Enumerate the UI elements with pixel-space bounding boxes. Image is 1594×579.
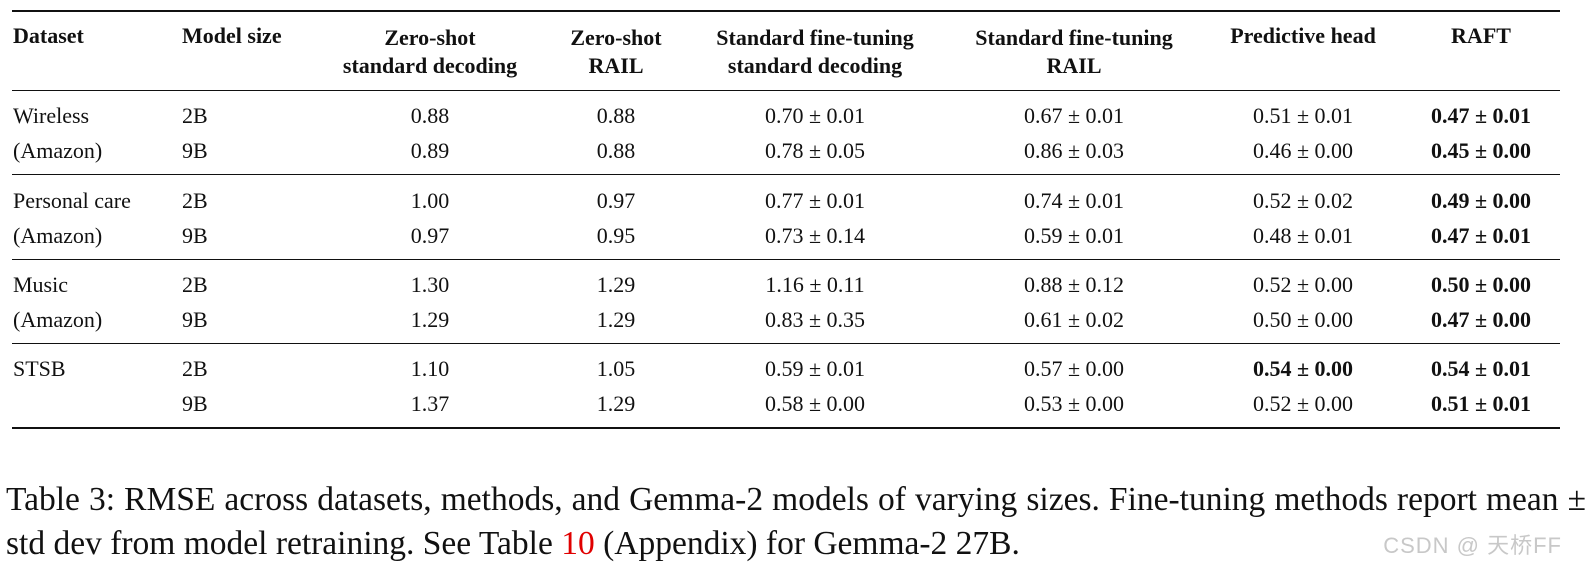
cell-zs-std: 0.89 bbox=[410, 138, 450, 163]
cell-ft-std: 0.73 ± 0.14 bbox=[764, 223, 866, 248]
table-caption: Table 3: RMSE across datasets, methods, … bbox=[6, 478, 1586, 566]
cell-size: 9B bbox=[182, 138, 208, 163]
cell-pred: 0.46 ± 0.00 bbox=[1252, 138, 1354, 163]
cell-size: 9B bbox=[182, 391, 208, 416]
header-line: RAIL bbox=[1046, 53, 1102, 78]
cell-zs-std: 0.97 bbox=[410, 223, 450, 248]
cell-ft-std: 0.59 ± 0.01 bbox=[764, 356, 866, 381]
cell-dataset: STSB bbox=[13, 356, 66, 381]
cell-size: 2B bbox=[182, 272, 208, 297]
cell-pred: 0.48 ± 0.01 bbox=[1252, 223, 1354, 248]
cell-raft: 0.50 ± 0.00 bbox=[1430, 272, 1532, 297]
cell-zs-std: 1.10 bbox=[410, 356, 450, 381]
header-line: standard decoding bbox=[342, 53, 518, 78]
header-line: Zero-shot bbox=[384, 25, 476, 50]
cell-ft-std: 1.16 ± 0.11 bbox=[765, 272, 865, 297]
header-line: RAIL bbox=[588, 53, 644, 78]
cell-ft-rail: 0.86 ± 0.03 bbox=[1023, 138, 1125, 163]
cell-ft-rail: 0.74 ± 0.01 bbox=[1023, 188, 1125, 213]
cell-size: 2B bbox=[182, 103, 208, 128]
header-line: Zero-shot bbox=[570, 25, 662, 50]
header-line: Predictive head bbox=[1230, 23, 1376, 48]
cell-size: 9B bbox=[182, 223, 208, 248]
header-model-size: Model size bbox=[182, 22, 302, 50]
cell-zs-rail: 1.29 bbox=[596, 307, 636, 332]
cell-zs-std: 1.00 bbox=[410, 188, 450, 213]
header-line: Dataset bbox=[13, 23, 84, 48]
cell-ft-rail: 0.53 ± 0.00 bbox=[1023, 391, 1125, 416]
cell-raft: 0.45 ± 0.00 bbox=[1430, 138, 1532, 163]
cell-raft: 0.47 ± 0.01 bbox=[1430, 103, 1532, 128]
cell-dataset: (Amazon) bbox=[13, 138, 103, 163]
header-dataset: Dataset bbox=[13, 22, 173, 50]
cell-zs-rail: 0.97 bbox=[596, 188, 636, 213]
table-reference-link[interactable]: 10 bbox=[561, 525, 595, 562]
header-line: Standard fine-tuning bbox=[716, 25, 914, 50]
header-rule bbox=[12, 90, 1560, 91]
cell-pred: 0.52 ± 0.02 bbox=[1252, 188, 1354, 213]
cell-raft: 0.47 ± 0.00 bbox=[1430, 307, 1532, 332]
cell-ft-std: 0.77 ± 0.01 bbox=[764, 188, 866, 213]
cell-size: 9B bbox=[182, 307, 208, 332]
header-zero-shot-standard: Zero-shot standard decoding bbox=[326, 24, 534, 80]
cell-ft-std: 0.70 ± 0.01 bbox=[764, 103, 866, 128]
cell-ft-std: 0.78 ± 0.05 bbox=[764, 138, 866, 163]
watermark: CSDN @ 天桥FF bbox=[1383, 533, 1562, 558]
cell-dataset: Music bbox=[13, 272, 68, 297]
cell-zs-rail: 0.88 bbox=[596, 103, 636, 128]
cell-pred: 0.51 ± 0.01 bbox=[1252, 103, 1354, 128]
cell-ft-std: 0.83 ± 0.35 bbox=[764, 307, 866, 332]
cell-zs-std: 1.30 bbox=[410, 272, 450, 297]
table-bottom-rule bbox=[12, 427, 1560, 429]
cell-zs-std: 1.29 bbox=[410, 307, 450, 332]
cell-raft: 0.54 ± 0.01 bbox=[1430, 356, 1532, 381]
header-raft: RAFT bbox=[1406, 22, 1556, 50]
cell-dataset: Wireless bbox=[13, 103, 90, 128]
caption-text: Table 3: RMSE across datasets, methods, … bbox=[6, 481, 1586, 562]
cell-ft-rail: 0.57 ± 0.00 bbox=[1023, 356, 1125, 381]
cell-zs-rail: 0.88 bbox=[596, 138, 636, 163]
cell-pred: 0.52 ± 0.00 bbox=[1252, 272, 1354, 297]
cell-pred: 0.50 ± 0.00 bbox=[1252, 307, 1354, 332]
cell-dataset: (Amazon) bbox=[13, 307, 103, 332]
cell-ft-rail: 0.88 ± 0.12 bbox=[1023, 272, 1125, 297]
cell-pred: 0.52 ± 0.00 bbox=[1252, 391, 1354, 416]
header-line: Standard fine-tuning bbox=[975, 25, 1173, 50]
cell-size: 2B bbox=[182, 356, 208, 381]
header-ft-standard: Standard fine-tuning standard decoding bbox=[696, 24, 934, 80]
cell-ft-rail: 0.67 ± 0.01 bbox=[1023, 103, 1125, 128]
cell-zs-std: 1.37 bbox=[410, 391, 450, 416]
cell-zs-std: 0.88 bbox=[410, 103, 450, 128]
header-line: Model size bbox=[182, 23, 282, 48]
header-predictive-head: Predictive head bbox=[1210, 22, 1396, 50]
cell-size: 2B bbox=[182, 188, 208, 213]
header-line: standard decoding bbox=[727, 53, 903, 78]
cell-zs-rail: 1.29 bbox=[596, 391, 636, 416]
group-rule bbox=[12, 259, 1560, 260]
table-top-rule bbox=[12, 10, 1560, 12]
cell-ft-std: 0.58 ± 0.00 bbox=[764, 391, 866, 416]
caption-text-end: (Appendix) for Gemma-2 27B. bbox=[594, 525, 1020, 562]
cell-raft: 0.51 ± 0.01 bbox=[1430, 391, 1532, 416]
cell-raft: 0.47 ± 0.01 bbox=[1430, 223, 1532, 248]
cell-raft: 0.49 ± 0.00 bbox=[1430, 188, 1532, 213]
cell-zs-rail: 1.29 bbox=[596, 272, 636, 297]
cell-dataset: Personal care bbox=[13, 188, 131, 213]
cell-pred: 0.54 ± 0.00 bbox=[1252, 356, 1354, 381]
cell-zs-rail: 0.95 bbox=[596, 223, 636, 248]
header-line: RAFT bbox=[1451, 23, 1511, 48]
cell-ft-rail: 0.59 ± 0.01 bbox=[1023, 223, 1125, 248]
header-ft-rail: Standard fine-tuning RAIL bbox=[955, 24, 1193, 80]
group-rule bbox=[12, 174, 1560, 175]
cell-dataset: (Amazon) bbox=[13, 223, 103, 248]
group-rule bbox=[12, 343, 1560, 344]
cell-zs-rail: 1.05 bbox=[596, 356, 636, 381]
cell-ft-rail: 0.61 ± 0.02 bbox=[1023, 307, 1125, 332]
header-zero-shot-rail: Zero-shot RAIL bbox=[556, 24, 676, 80]
